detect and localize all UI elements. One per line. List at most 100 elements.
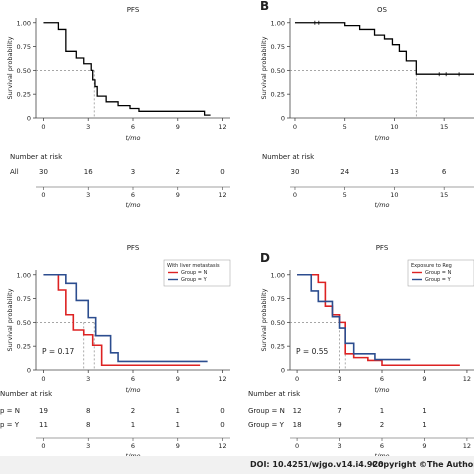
risk-axis-tick-label: 6 [131,442,135,450]
risk-axis-tick-label: 5 [343,191,347,199]
risk-axis-tick-label: 10 [390,191,398,199]
risk-axis-tick-label: 9 [176,191,180,199]
risk-title: Number at risk [0,390,53,398]
p-value: P = 0.55 [296,347,329,356]
risk-axis-tick-label: 3 [337,442,341,450]
y-tick-label: 0 [27,367,31,375]
y-tick-label: 0 [281,367,285,375]
y-tick-label: 0.50 [271,67,285,75]
risk-count: 6 [442,168,447,176]
x-tick-label: 12 [218,123,226,131]
risk-count: 7 [337,407,341,415]
risk-axis-tick-label: 0 [295,442,299,450]
y-axis-label: Survival probability [6,36,14,99]
risk-count: 0 [220,168,224,176]
risk-count: 24 [340,168,349,176]
risk-axis-label: t/mo [374,201,389,209]
chart-title: PFS [376,244,389,252]
x-axis-label: t/mo [374,386,389,394]
y-tick-label: 0.25 [271,91,285,99]
copyright-text: Copyright ©The Author(s) 20 [372,460,474,469]
x-tick-label: 0 [295,375,299,383]
risk-count: 30 [291,168,300,176]
y-tick-label: 0.25 [17,343,31,351]
risk-group-label: Group = Y [248,421,285,429]
x-axis-label: t/mo [374,134,389,142]
risk-count: 0 [220,421,224,429]
risk-title: Number at risk [262,153,315,161]
y-tick-label: 1.00 [17,19,31,27]
risk-group-label: p = N [0,407,20,415]
legend-label: Group = Y [181,277,208,283]
y-tick-label: 1.00 [271,19,285,27]
x-tick-label: 6 [380,375,384,383]
x-tick-label: 3 [86,375,90,383]
km-curve-group-y [43,273,208,363]
risk-count: 8 [86,421,90,429]
y-axis-label: Survival probability [6,288,14,351]
risk-axis-tick-label: 15 [440,191,448,199]
km-curve-all [43,22,211,116]
x-tick-label: 5 [343,123,347,131]
risk-axis-tick-label: 0 [41,442,45,450]
y-axis-label: Survival probability [260,36,268,99]
x-tick-label: 6 [131,375,135,383]
risk-count: 13 [390,168,399,176]
risk-axis-tick-label: 3 [86,442,90,450]
km-curve-group-y [297,273,411,361]
risk-group-label: Group = N [248,407,285,415]
x-tick-label: 0 [293,123,297,131]
y-tick-label: 0 [281,115,285,123]
panel-letter: B [260,0,269,13]
risk-table: Number at risk All 30 16 3 2 0 0 3 6 9 12 t/mo [10,153,230,209]
km-panel-A: PFS 0 0.25 0.50 0.75 1.00 0 3 6 9 12 t/mo Survival p… [6,6,230,209]
y-tick-label: 0.75 [271,295,285,303]
y-tick-label: 0.75 [271,43,285,51]
risk-axis-tick-label: 0 [41,191,45,199]
x-tick-label: 9 [176,375,180,383]
risk-count: 2 [131,407,135,415]
km-panel-B: B OS 0 0.25 0.50 0.75 1.00 0 5 10 15 t/mo Survival p… [260,0,474,209]
x-tick-label: 3 [86,123,90,131]
risk-axis-tick-label: 6 [131,191,135,199]
risk-count: 1 [422,407,426,415]
y-tick-label: 0.75 [17,295,31,303]
y-tick-label: 0.75 [17,43,31,51]
chart-title: PFS [127,244,140,252]
risk-title: Number at risk [248,390,301,398]
risk-count: 16 [84,168,93,176]
risk-count: 18 [293,421,302,429]
risk-axis-tick-label: 0 [293,191,297,199]
chart-title: OS [377,6,388,14]
risk-count: 1 [176,421,180,429]
x-tick-label: 9 [176,123,180,131]
doi-text: DOI: 10.4251/wjgo.v14.i4.920 [250,460,384,469]
p-value: P = 0.17 [42,347,75,356]
risk-axis-tick-label: 12 [218,442,226,450]
risk-count: 2 [176,168,180,176]
risk-group-label: p = Y [0,421,20,429]
y-tick-label: 1.00 [271,271,285,279]
risk-count: 1 [176,407,180,415]
km-curve-group-n [297,273,460,367]
x-axis-label: t/mo [125,386,140,394]
legend-title: Exposure to Reg [411,263,452,269]
risk-group-label: All [10,168,19,176]
risk-axis-tick-label: 12 [218,191,226,199]
x-tick-label: 6 [131,123,135,131]
panel-letter: D [260,251,270,265]
risk-axis-tick-label: 12 [463,442,471,450]
risk-title: Number at risk [10,153,63,161]
km-curve-all [294,22,474,75]
x-tick-label: 15 [440,123,448,131]
x-tick-label: 0 [41,123,45,131]
legend-label: Group = Y [425,277,452,283]
risk-count: 11 [39,421,48,429]
risk-count: 8 [86,407,90,415]
risk-count: 0 [220,407,224,415]
